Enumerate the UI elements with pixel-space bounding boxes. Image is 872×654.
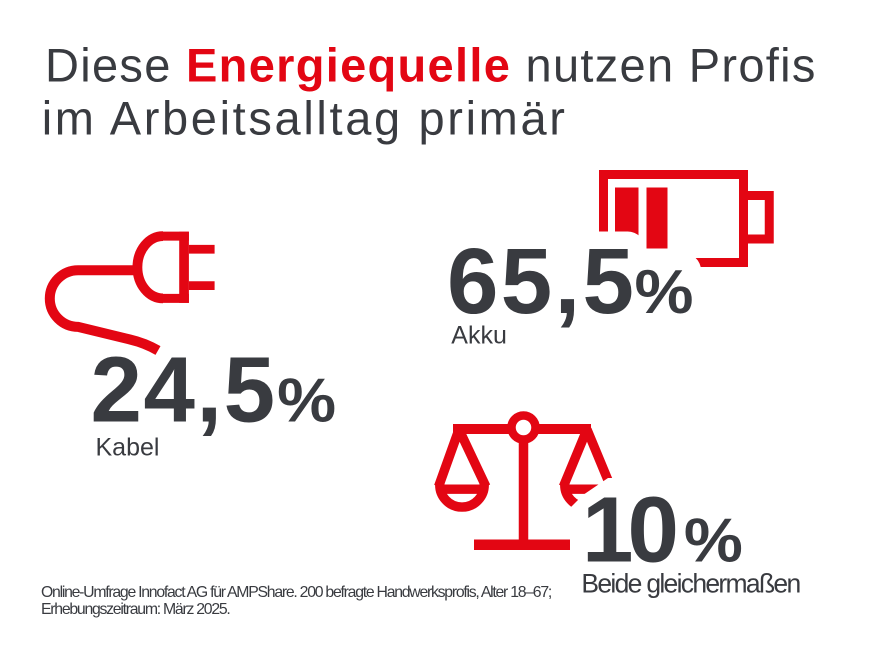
svg-text:Beide gleichermaßen: Beide gleichermaßen (581, 569, 800, 599)
svg-text:24,5: 24,5 (91, 338, 277, 442)
svg-text:Kabel: Kabel (96, 433, 160, 461)
svg-text:Online-Umfrage Innofact AG für: Online-Umfrage Innofact AG für AMPShare.… (41, 584, 551, 601)
svg-text:65,5: 65,5 (447, 229, 636, 333)
svg-text:%: % (684, 507, 743, 576)
svg-text:10: 10 (582, 478, 675, 582)
svg-text:Diese Energiequelle nutzen Pro: Diese Energiequelle nutzen Profis (45, 38, 817, 91)
svg-text:65,5: 65,5 (447, 229, 636, 333)
svg-text:Erhebungszeitraum: März 2025.: Erhebungszeitraum: März 2025. (41, 601, 230, 618)
svg-text:24,5: 24,5 (91, 338, 277, 442)
svg-text:%: % (277, 367, 336, 436)
svg-text:%: % (277, 367, 336, 436)
svg-text:Akku: Akku (451, 322, 507, 350)
svg-text:%: % (635, 258, 694, 327)
svg-text:%: % (684, 507, 743, 576)
svg-text:im Arbeitsalltag primär: im Arbeitsalltag primär (42, 92, 568, 145)
